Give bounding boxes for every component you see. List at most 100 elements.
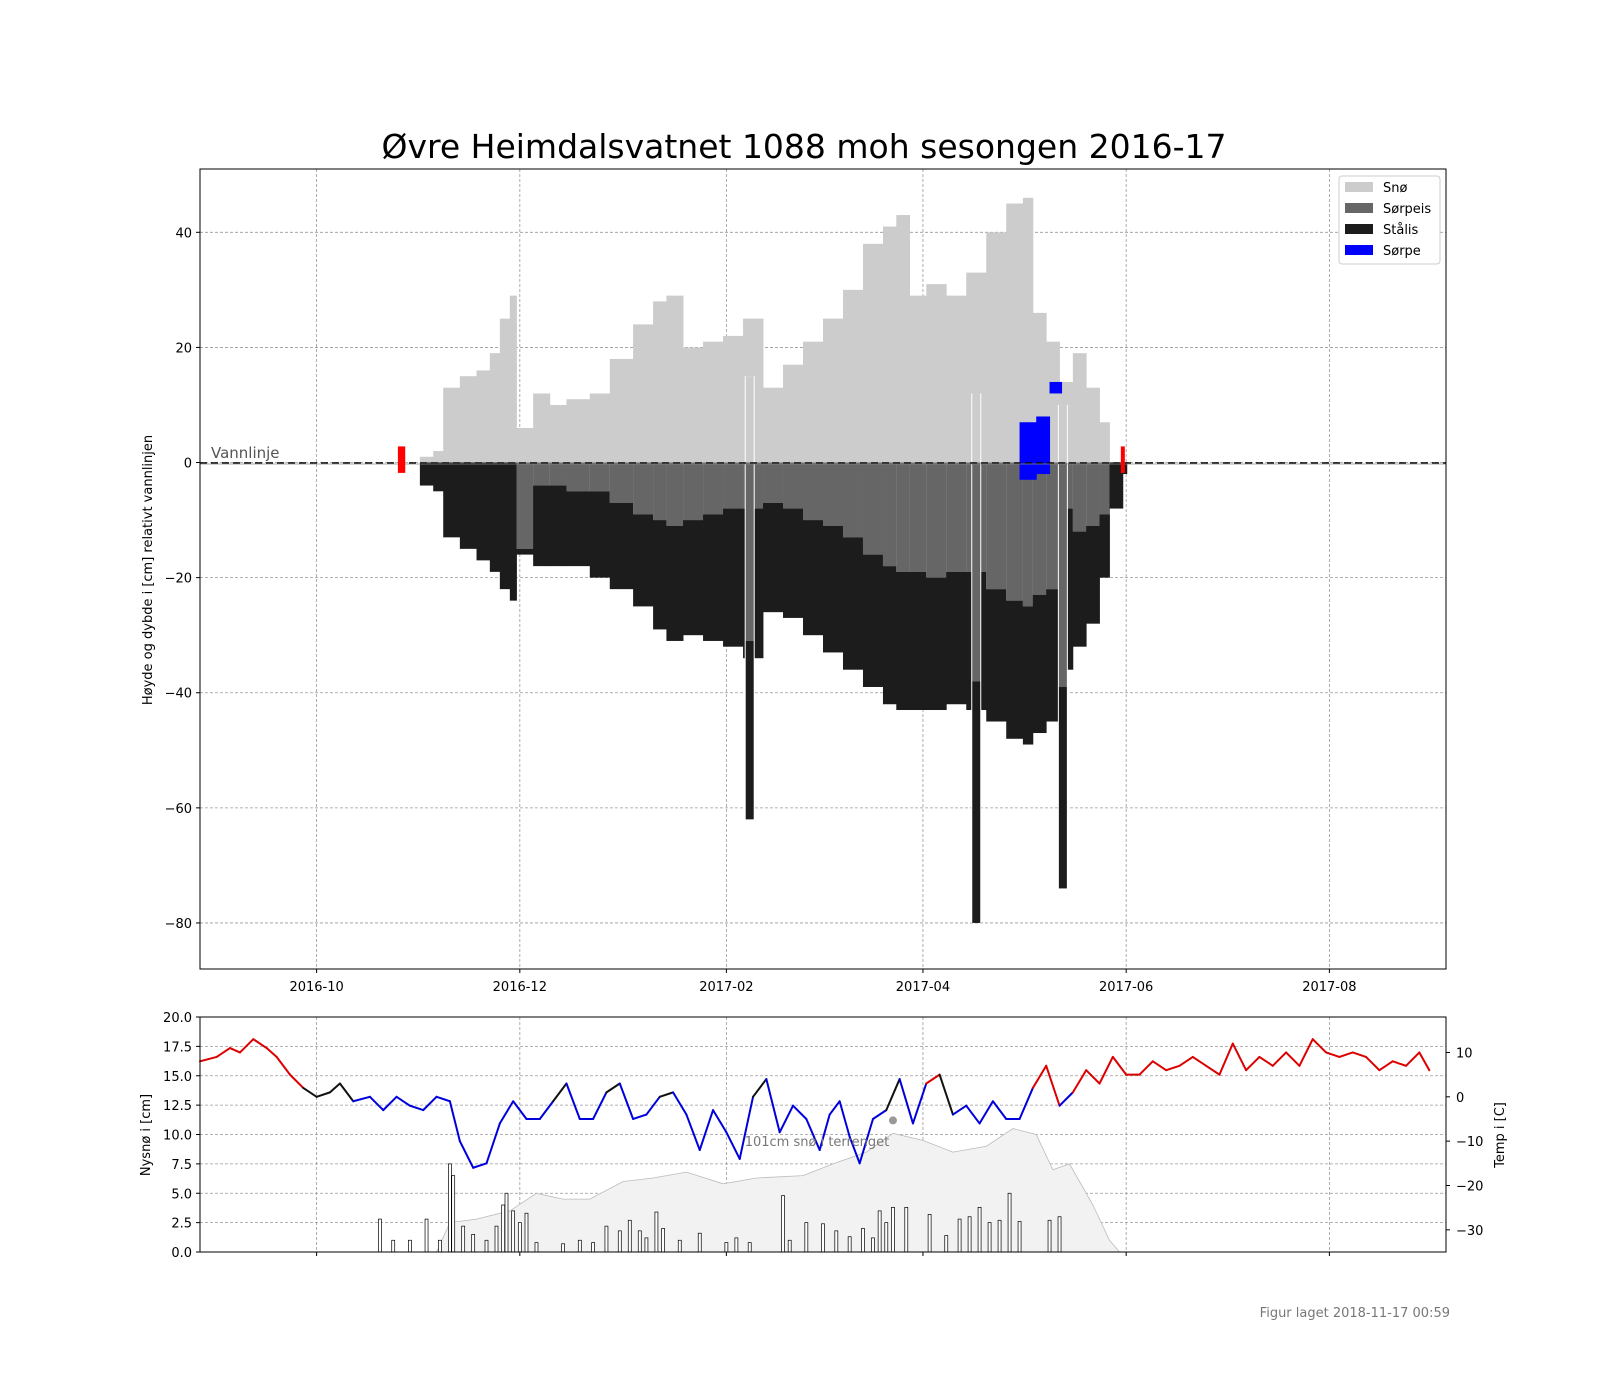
new-snow-bar xyxy=(747,1242,752,1253)
new-snow-bar xyxy=(821,1223,825,1253)
temperature-segment xyxy=(1231,1042,1248,1072)
main-plot-frame xyxy=(199,168,1447,970)
new-snow-bar xyxy=(944,1235,949,1253)
bottom-right-y-axis-ticks: 10 0 −10 −20 −30 xyxy=(1446,1046,1483,1239)
black-ice-layer-bar xyxy=(516,548,534,555)
main-x-axis-ticks: 2016-10 2016-12 2017-02 2017-04 2017-06 2017-… xyxy=(289,969,1357,995)
new-snow-bar xyxy=(804,1222,809,1253)
bottom-left-y-axis-label: Nysnø i [cm] xyxy=(139,1094,154,1176)
new-snow-bars xyxy=(378,1163,1062,1253)
snow-layer-bar xyxy=(499,318,511,463)
black-ice-layer-bar xyxy=(896,571,911,711)
black-ice-layer-bar xyxy=(419,462,434,486)
temperature-segment xyxy=(1298,1038,1314,1067)
temperature-segment xyxy=(472,1162,488,1169)
temperature-segment xyxy=(778,1104,795,1134)
temperature-segment xyxy=(911,1082,928,1125)
temperature-segment xyxy=(752,1078,768,1098)
temperature-segment xyxy=(368,1095,385,1112)
drill-core-black-ice xyxy=(972,681,981,923)
temperature-segment xyxy=(672,1091,688,1116)
snow-layer-bar xyxy=(443,387,461,463)
legend-box xyxy=(1338,175,1441,265)
main-x-tick-label: 2017-06 xyxy=(1099,980,1153,995)
black-ice-layer-bar xyxy=(476,462,491,561)
temperature-segment xyxy=(1378,1060,1394,1072)
legend-swatch-black-ice xyxy=(1345,224,1373,234)
main-y-tick-label: 40 xyxy=(175,226,192,241)
main-y-axis-ticks: 40 20 0 −20 −40 −60 −80 xyxy=(165,226,200,932)
legend-label-slush: Sørpe xyxy=(1383,244,1421,259)
new-snow-bar xyxy=(1007,1192,1012,1253)
black-ice-layer-bar xyxy=(1032,594,1047,734)
new-snow-bar xyxy=(517,1222,522,1253)
temperature-segment xyxy=(898,1078,914,1125)
new-snow-bar xyxy=(1057,1216,1062,1253)
black-ice-layer-bar xyxy=(459,462,477,549)
temperature-segment xyxy=(765,1078,781,1134)
slush-ice-layer-bar xyxy=(703,462,724,515)
new-snow-bar xyxy=(927,1214,932,1253)
temperature-segment xyxy=(1245,1055,1261,1072)
temperature-segment xyxy=(498,1100,515,1125)
drill-core-black-ice xyxy=(745,640,754,820)
black-ice-layer-bar xyxy=(926,577,947,711)
black-ice-layer-bar xyxy=(1086,525,1100,624)
new-snow-bar xyxy=(378,1218,382,1253)
temperature-segment xyxy=(1271,1051,1288,1067)
black-ice-layer-bar xyxy=(1006,600,1024,739)
temperature-segment xyxy=(315,1091,331,1098)
new-snow-bar xyxy=(461,1225,466,1253)
new-snow-bar xyxy=(661,1228,665,1253)
freeze-break-marker xyxy=(1120,446,1125,473)
slush-ice-layer-bar xyxy=(946,462,967,572)
slush-ice-layer-bar xyxy=(566,462,591,492)
black-ice-layer-bar xyxy=(609,502,634,590)
temperature-segment xyxy=(838,1100,851,1138)
temperature-segment xyxy=(792,1104,808,1120)
main-y-tick-label: −80 xyxy=(165,917,192,932)
black-ice-layer-bar xyxy=(633,514,654,607)
temperature-segment xyxy=(605,1082,621,1094)
legend-label-black-ice: Stålis xyxy=(1383,223,1419,238)
temperature-segment xyxy=(1045,1064,1061,1107)
temperature-segment xyxy=(1191,1055,1208,1067)
new-snow-bar xyxy=(627,1219,632,1253)
temperature-segment xyxy=(395,1095,411,1107)
slush-layer xyxy=(1019,381,1063,480)
temperature-segment xyxy=(938,1073,954,1116)
temperature-segment xyxy=(1338,1051,1354,1058)
new-snow-bar xyxy=(877,1210,882,1253)
bottom-y-tick-label: 2.5 xyxy=(171,1217,192,1232)
new-snow-bar xyxy=(644,1237,649,1253)
slush-ice-layer-bar xyxy=(633,462,654,515)
new-snow-bar xyxy=(511,1210,516,1253)
black-ice-layer-bar xyxy=(566,491,591,567)
black-ice-layer-bar xyxy=(499,462,511,590)
waterline-label: Vannlinje xyxy=(211,444,280,462)
temperature-segment xyxy=(991,1100,1008,1120)
new-snow-bar xyxy=(904,1206,909,1253)
bottom-x-axis-ticks xyxy=(316,1252,1330,1256)
legend-swatch-slush-ice xyxy=(1345,203,1373,213)
new-snow-bar xyxy=(957,1218,962,1253)
slush-ice-layer-bar xyxy=(803,462,824,521)
temperature-segment xyxy=(818,1113,831,1152)
main-y-tick-label: −40 xyxy=(165,687,192,702)
black-ice-layer-bar xyxy=(1046,589,1060,722)
new-snow-bar xyxy=(524,1212,529,1253)
slush-bar xyxy=(1036,416,1051,475)
temperature-segment xyxy=(1311,1038,1328,1054)
temperature-segment xyxy=(698,1109,715,1152)
black-ice-layer-bar xyxy=(1122,462,1128,475)
black-ice-layer-bar xyxy=(882,566,897,705)
slush-ice-layer-bar xyxy=(533,462,551,486)
new-snow-bar xyxy=(448,1163,452,1253)
legend-swatch-slush xyxy=(1345,245,1373,255)
black-ice-layer-bar xyxy=(862,554,884,687)
black-ice-layer-bar xyxy=(433,462,444,492)
black-ice-layer-bar xyxy=(1022,606,1034,745)
snow-layer-bar xyxy=(489,353,501,463)
slush-ice-layer-bar xyxy=(723,462,744,509)
